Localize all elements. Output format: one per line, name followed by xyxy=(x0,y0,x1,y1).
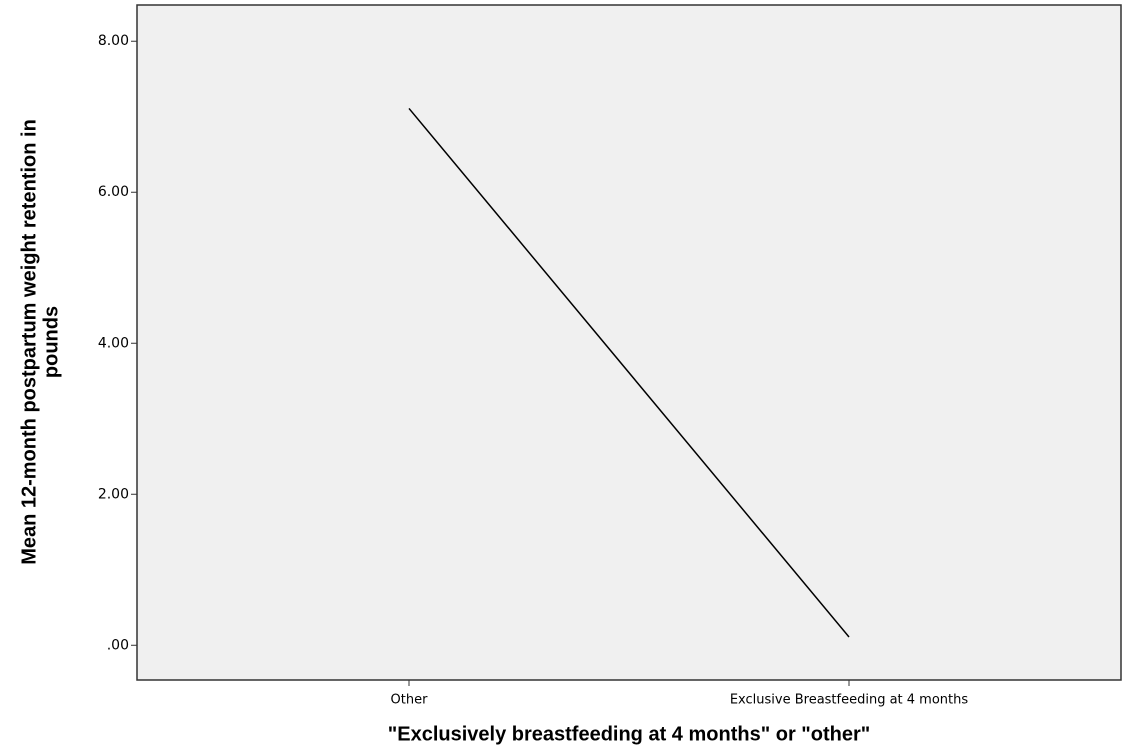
line xyxy=(408,107,850,638)
x-axis-title: "Exclusively breastfeeding at 4 months" … xyxy=(388,723,871,745)
y-tick-label: 8.00 xyxy=(98,33,129,49)
y-tick-label: 4.00 xyxy=(98,335,129,351)
y-tick-label: 6.00 xyxy=(98,184,129,200)
plot-area xyxy=(136,4,1122,681)
y-axis-title: Mean 12-month postpartum weight retentio… xyxy=(18,119,62,565)
y-tick-label: .00 xyxy=(107,637,129,653)
y-axis-title-line: Mean 12-month postpartum weight retentio… xyxy=(18,119,40,565)
x-tick-label: Exclusive Breastfeeding at 4 months xyxy=(730,693,969,708)
x-tick-label: Other xyxy=(391,693,429,708)
y-tick-label: 2.00 xyxy=(98,486,129,502)
y-axis-title-line: pounds xyxy=(40,306,62,378)
